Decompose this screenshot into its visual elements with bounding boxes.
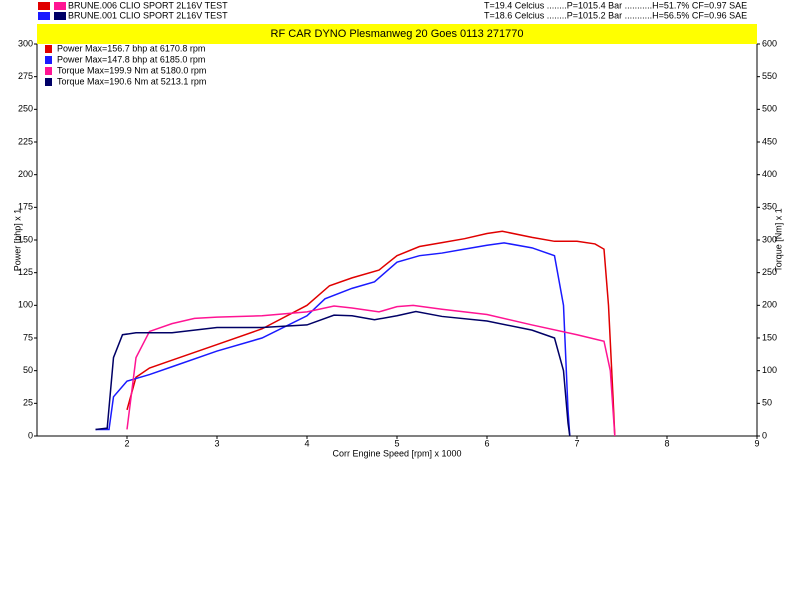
- run-swatch: [54, 12, 66, 20]
- y-tick-label: 100: [18, 300, 33, 310]
- legend-swatch: [45, 45, 52, 53]
- legend-label: Torque Max=190.6 Nm at 5213.1 rpm: [57, 76, 206, 86]
- x-tick-label: 2: [124, 438, 129, 448]
- y2-tick-label: 100: [762, 365, 777, 375]
- legend-swatch: [45, 56, 52, 64]
- run-swatch: [38, 12, 50, 20]
- x-tick-label: 6: [484, 438, 489, 448]
- legend-swatch: [45, 78, 52, 86]
- y2-tick-label: 350: [762, 202, 777, 212]
- x-tick-label: 9: [754, 438, 759, 448]
- y-tick-label: 225: [18, 136, 33, 146]
- y-tick-label: 125: [18, 267, 33, 277]
- y2-tick-label: 300: [762, 234, 777, 244]
- title-bar: [37, 24, 757, 44]
- series-line: [95, 310, 571, 437]
- legend-swatch: [45, 67, 52, 75]
- y-tick-label: 0: [28, 430, 33, 440]
- y2-tick-label: 250: [762, 267, 777, 277]
- y-tick-label: 150: [18, 234, 33, 244]
- run-swatch: [54, 2, 66, 10]
- y2-tick-label: 400: [762, 169, 777, 179]
- y-tick-label: 25: [23, 398, 33, 408]
- x-tick-label: 3: [214, 438, 219, 448]
- y-tick-label: 75: [23, 332, 33, 342]
- x-tick-label: 7: [574, 438, 579, 448]
- y-tick-label: 175: [18, 202, 33, 212]
- legend-label: Power Max=156.7 bhp at 6170.8 rpm: [57, 43, 205, 53]
- y-tick-label: 275: [18, 71, 33, 81]
- y2-tick-label: 550: [762, 71, 777, 81]
- run-label: BRUNE.006 CLIO SPORT 2L16V TEST: [68, 0, 228, 10]
- y2-tick-label: 500: [762, 104, 777, 114]
- series-line: [126, 304, 616, 437]
- run-conditions: T=19.4 Celcius ........P=1015.4 Bar ....…: [484, 0, 747, 10]
- run-swatch: [38, 2, 50, 10]
- series-line: [95, 242, 571, 437]
- y-tick-label: 250: [18, 104, 33, 114]
- y-tick-label: 50: [23, 365, 33, 375]
- run-conditions: T=18.6 Celcius ........P=1015.2 Bar ....…: [484, 10, 747, 20]
- x-axis-label: Corr Engine Speed [rpm] x 1000: [332, 448, 461, 458]
- legend-label: Torque Max=199.9 Nm at 5180.0 rpm: [57, 65, 206, 75]
- y-tick-label: 200: [18, 169, 33, 179]
- series-line: [126, 230, 616, 437]
- y2-tick-label: 450: [762, 136, 777, 146]
- y2-tick-label: 50: [762, 398, 772, 408]
- y2-tick-label: 150: [762, 332, 777, 342]
- y2-tick-label: 200: [762, 300, 777, 310]
- y-tick-label: 300: [18, 38, 33, 48]
- y2-axis-label: Torque [Nm] x 1: [773, 208, 783, 272]
- run-label: BRUNE.001 CLIO SPORT 2L16V TEST: [68, 10, 228, 20]
- y2-tick-label: 0: [762, 430, 767, 440]
- y-axis-label: Power [bhp] x 1: [12, 209, 22, 272]
- x-tick-label: 4: [304, 438, 309, 448]
- x-tick-label: 8: [664, 438, 669, 448]
- y2-tick-label: 600: [762, 38, 777, 48]
- legend-label: Power Max=147.8 bhp at 6185.0 rpm: [57, 54, 205, 64]
- chart-title: RF CAR DYNO Plesmanweg 20 Goes 0113 2717…: [271, 28, 524, 40]
- x-tick-label: 5: [394, 438, 399, 448]
